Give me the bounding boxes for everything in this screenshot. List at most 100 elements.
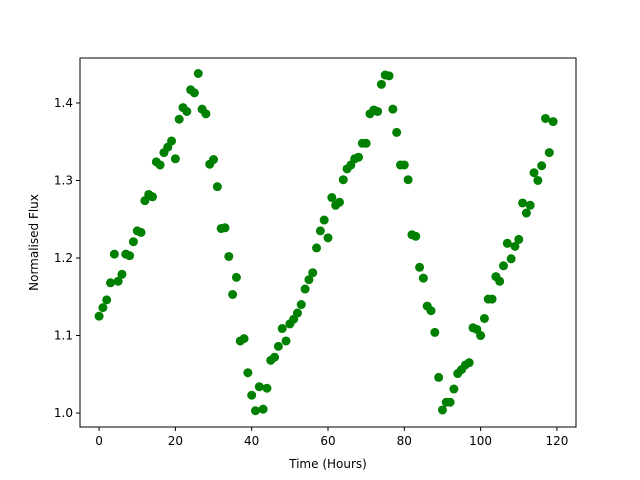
x-tick-label: 120 (545, 434, 568, 448)
data-point (479, 313, 489, 323)
data-point (518, 198, 528, 208)
data-point (231, 272, 241, 282)
data-point (201, 109, 211, 119)
data-point (338, 175, 348, 185)
data-point (224, 251, 234, 261)
x-axis-ticks: 0 20 40 60 80 100 120 (95, 427, 568, 448)
data-point (487, 294, 497, 304)
data-point (537, 161, 547, 171)
data-point (258, 404, 268, 414)
data-point (109, 249, 119, 259)
data-point (525, 200, 535, 210)
data-point (430, 327, 440, 337)
data-point (464, 358, 474, 368)
data-point (273, 341, 283, 351)
data-point (117, 269, 127, 279)
data-point (510, 241, 520, 251)
data-point (98, 303, 108, 313)
y-tick-label: 1.4 (54, 96, 73, 110)
data-point (94, 311, 104, 321)
data-point (384, 71, 394, 81)
data-point (113, 276, 123, 286)
data-point (323, 233, 333, 243)
data-point (300, 284, 310, 294)
data-point (476, 331, 486, 341)
data-point (193, 69, 203, 78)
y-tick-label: 1.2 (54, 251, 73, 265)
data-point (128, 237, 138, 247)
x-tick-label: 100 (469, 434, 492, 448)
data-point (502, 238, 512, 248)
data-point (506, 254, 516, 264)
x-tick-label: 0 (95, 434, 103, 448)
data-point (533, 175, 543, 185)
data-point (499, 261, 509, 271)
data-point (319, 215, 329, 225)
data-point (304, 275, 314, 285)
data-point (548, 117, 558, 127)
data-point (239, 334, 249, 344)
y-tick-label: 1.3 (54, 173, 73, 187)
data-point (212, 182, 222, 192)
data-point (437, 405, 447, 415)
y-axis-label: Normalised Flux (27, 194, 41, 291)
data-point (182, 106, 192, 116)
data-point (495, 276, 505, 286)
data-point (376, 79, 386, 89)
data-point (254, 382, 264, 392)
data-point (388, 104, 398, 114)
data-point (189, 88, 199, 98)
data-point (247, 390, 257, 400)
data-point (514, 234, 524, 244)
data-point (251, 406, 261, 416)
data-point (315, 226, 325, 236)
data-point (373, 106, 383, 116)
data-point (102, 295, 112, 305)
data-point (262, 383, 272, 393)
data-point (327, 193, 337, 203)
data-point (411, 231, 421, 241)
data-point (521, 208, 531, 218)
x-tick-label: 20 (168, 434, 183, 448)
x-tick-label: 80 (397, 434, 412, 448)
y-tick-label: 1.1 (54, 329, 73, 343)
data-point (220, 223, 230, 233)
data-point (544, 148, 554, 158)
data-point (243, 368, 253, 378)
data-point (106, 278, 116, 288)
data-point (312, 243, 322, 253)
data-point (392, 127, 402, 137)
data-point (445, 397, 455, 407)
data-point (403, 175, 413, 185)
data-points (94, 69, 558, 416)
x-axis-label: Time (Hours) (288, 457, 367, 471)
y-tick-label: 1.0 (54, 406, 73, 420)
data-point (449, 384, 459, 394)
x-tick-label: 60 (320, 434, 335, 448)
data-point (155, 160, 165, 170)
data-point (540, 113, 550, 123)
data-point (147, 192, 157, 202)
data-point (167, 136, 177, 146)
data-point (277, 324, 287, 334)
data-point (136, 227, 146, 237)
data-point (228, 289, 238, 299)
data-point (415, 262, 425, 272)
data-point (125, 251, 135, 261)
data-point (170, 154, 180, 164)
data-point (281, 336, 291, 346)
data-point (308, 268, 318, 278)
data-point (399, 160, 409, 170)
data-point (354, 152, 364, 162)
data-point (209, 155, 219, 165)
x-tick-label: 40 (244, 434, 259, 448)
data-point (434, 372, 444, 382)
data-point (361, 138, 371, 148)
data-point (529, 168, 539, 178)
data-point (426, 306, 436, 316)
data-point (418, 273, 428, 283)
data-point (292, 308, 302, 318)
